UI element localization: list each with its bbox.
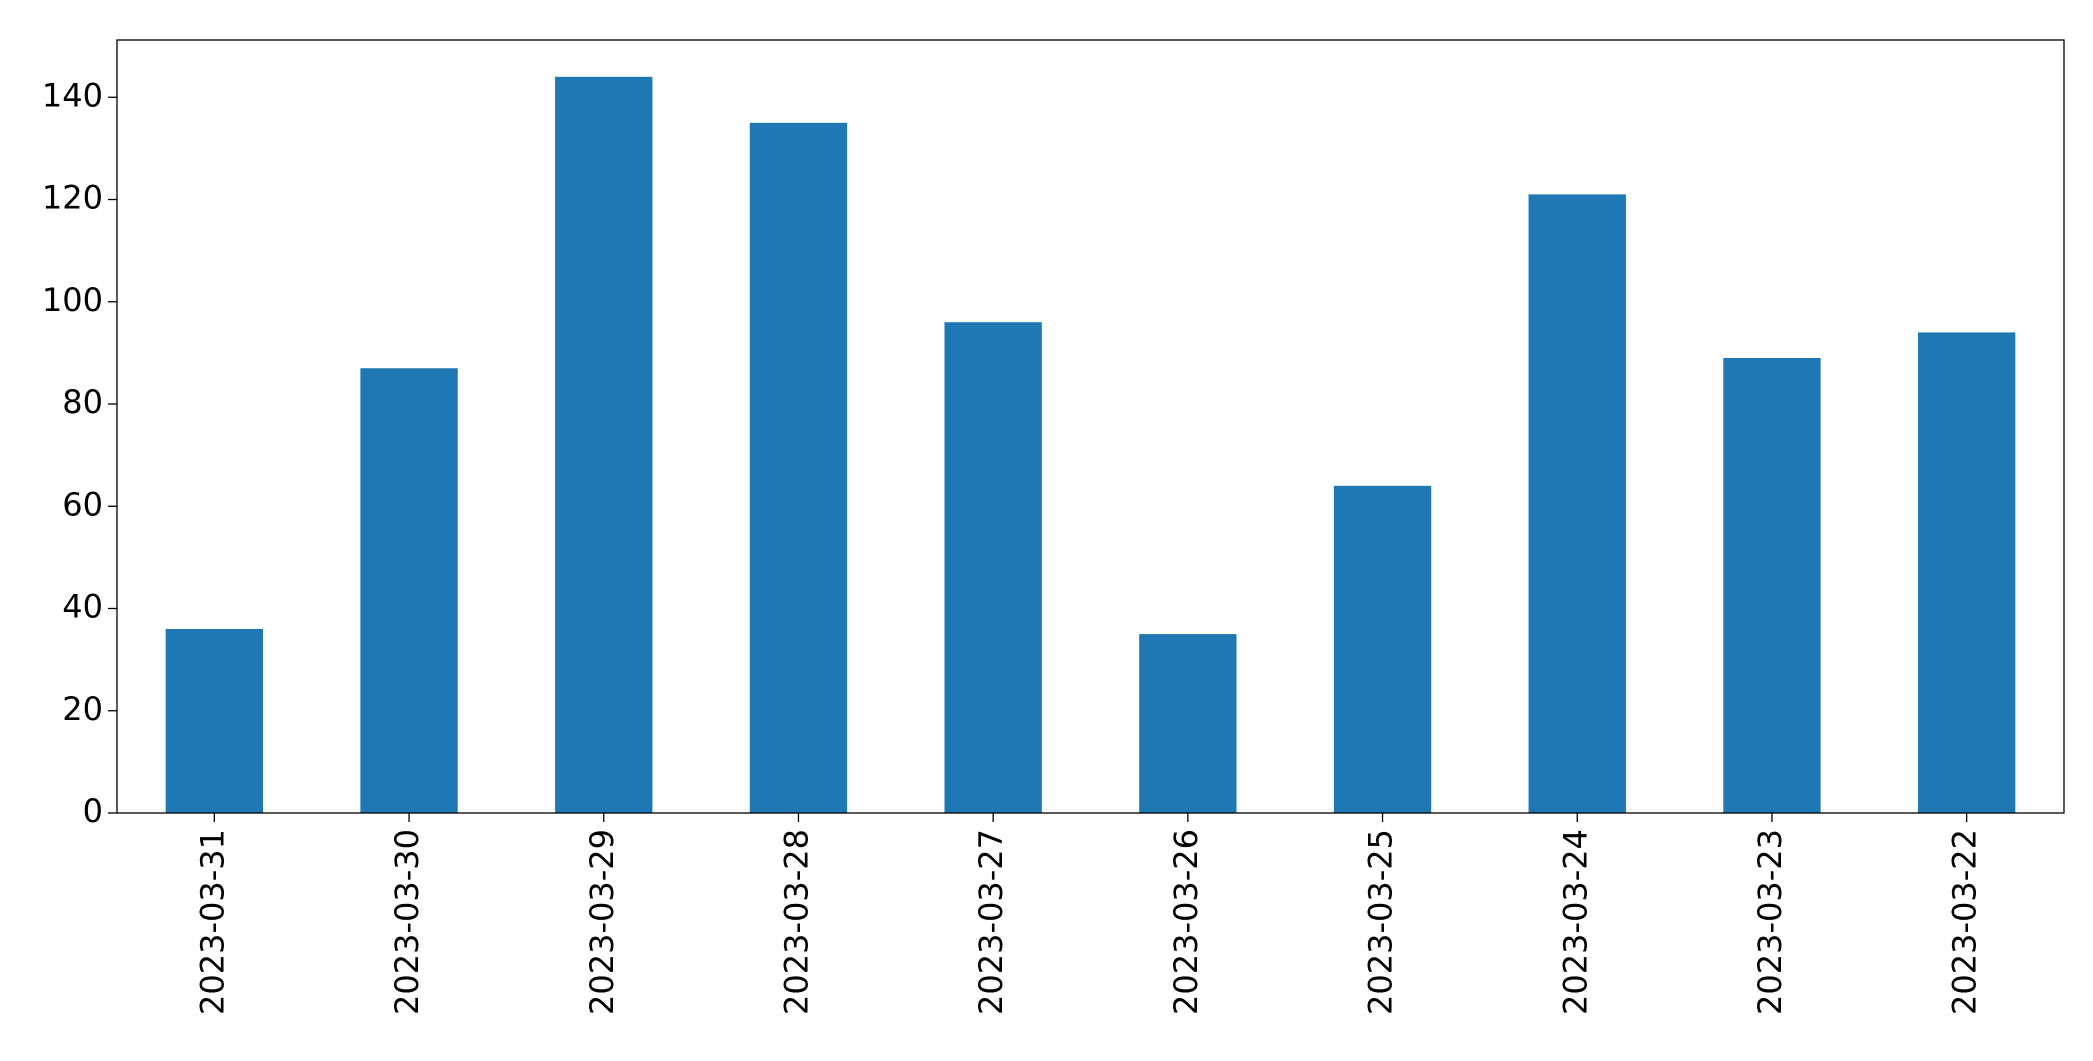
bar xyxy=(749,122,848,814)
bar xyxy=(360,368,458,813)
x-tick-label: 2023-03-28 xyxy=(777,829,815,1015)
bar xyxy=(944,322,1042,813)
y-tick-label: 120 xyxy=(42,179,103,217)
y-tick-label: 80 xyxy=(62,383,103,421)
y-tick-label: 40 xyxy=(62,588,103,626)
x-tick-label: 2023-03-24 xyxy=(1556,829,1594,1015)
bar xyxy=(1139,634,1237,813)
bar xyxy=(1528,194,1626,813)
bar xyxy=(1333,485,1432,813)
y-tick-label: 100 xyxy=(42,281,103,319)
x-tick-label: 2023-03-23 xyxy=(1751,829,1789,1015)
x-tick-label: 2023-03-30 xyxy=(388,829,426,1015)
bar xyxy=(165,628,264,813)
bar xyxy=(555,76,653,814)
y-tick-label: 60 xyxy=(62,485,103,523)
y-tick-label: 140 xyxy=(42,76,103,114)
y-tick-label: 0 xyxy=(83,792,103,830)
x-tick-label: 2023-03-27 xyxy=(972,829,1010,1015)
x-tick-label: 2023-03-31 xyxy=(193,829,231,1015)
x-tick-label: 2023-03-22 xyxy=(1946,829,1984,1015)
x-tick-label: 2023-03-26 xyxy=(1167,829,1205,1015)
x-tick-label: 2023-03-29 xyxy=(583,829,621,1015)
plot-frame xyxy=(116,39,2065,814)
bar xyxy=(1723,357,1821,813)
bar xyxy=(1917,332,2016,813)
x-tick-label: 2023-03-25 xyxy=(1362,829,1400,1015)
y-tick-label: 20 xyxy=(62,690,103,728)
